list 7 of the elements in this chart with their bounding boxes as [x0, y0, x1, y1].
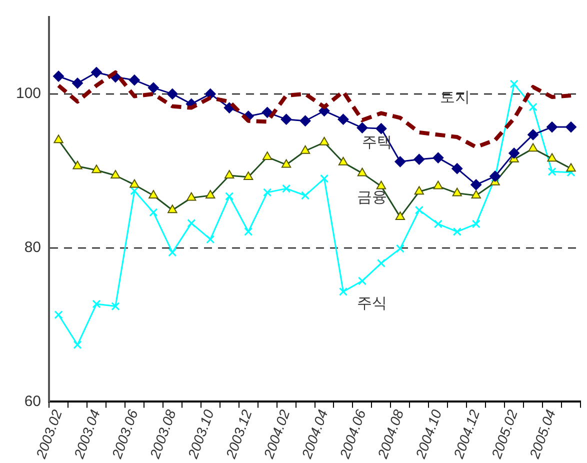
series-label: 주택 [362, 132, 392, 151]
series-label: 금융 [357, 188, 387, 206]
y-tick-label: 100 [16, 85, 42, 102]
y-tick-label: 80 [24, 238, 42, 256]
series-label: 주식 [357, 294, 387, 312]
series-label: 토지 [440, 88, 470, 106]
y-tick-label: 60 [24, 392, 42, 410]
